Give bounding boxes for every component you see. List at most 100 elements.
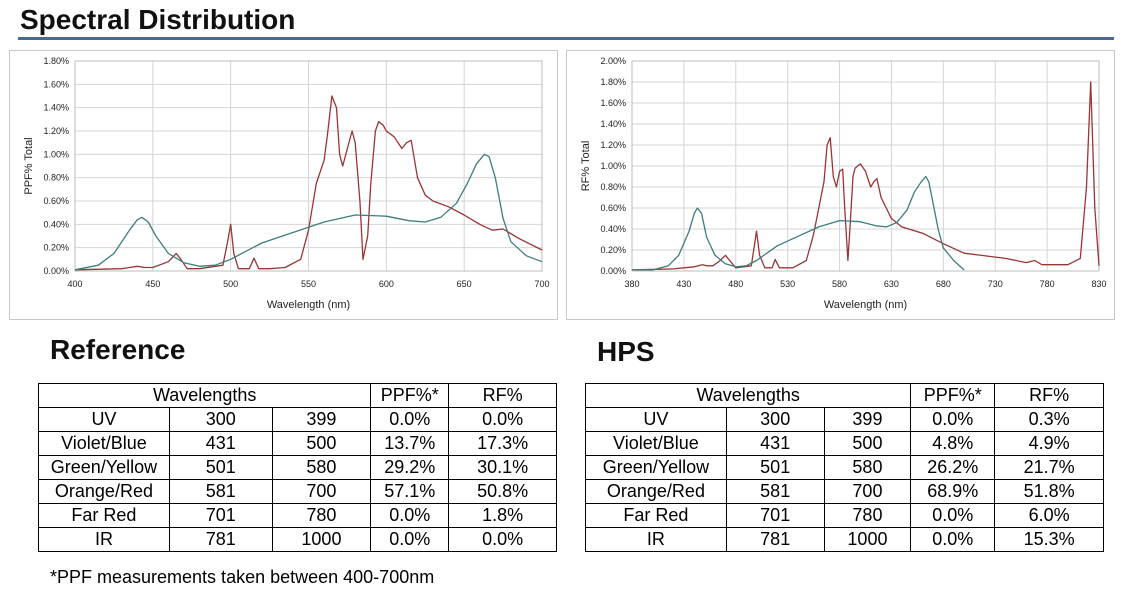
cell-rf: 15.3% [994,527,1104,552]
series-line-reference [74,153,543,271]
y-tick-label: 0.20% [600,245,626,255]
cell-start: 431 [725,431,825,456]
table-row: UV 300 399 0.0% 0.3% [585,407,1104,432]
y-tick-label: 1.20% [43,126,69,136]
footnote: *PPF measurements taken between 400-700n… [50,567,435,587]
y-tick-label: 1.60% [600,98,626,108]
rf-chart-panel: 0.00% 0.20% 0.40% 0.60% 0.80% 1.00% 1.20% 1.40%… [566,50,1115,320]
plot-area-frame [74,60,543,272]
cell-band: UV [38,407,170,432]
x-tick-label: 650 [457,279,472,289]
cell-start: 581 [725,479,825,504]
y-tick-label: 1.80% [600,77,626,87]
x-tick-label: 380 [624,279,639,289]
x-tick-label: 430 [676,279,691,289]
x-tick-label: 500 [223,279,238,289]
page-title: Spectral Distribution [20,4,296,35]
plot-area-frame [631,60,1100,272]
y-tick-label: 1.40% [600,119,626,129]
cell-ppf: 0.0% [910,503,996,528]
cell-band: Orange/Red [585,479,727,504]
cell-band: Violet/Blue [585,431,727,456]
cell-rf: 50.8% [448,479,557,504]
table-row: Orange/Red 581 700 68.9% 51.8% [585,479,1104,504]
table-row: IR 781 1000 0.0% 0.0% [38,527,557,552]
cell-end: 780 [823,503,912,528]
x-tick-label: 480 [728,279,743,289]
reference-table: Wavelengths PPF%* RF% UV 300 399 0.0% 0.0% Vi… [37,383,557,552]
y-tick-label: 2.00% [600,56,626,66]
header-rf: RF% [994,383,1104,408]
x-tick-label: 580 [832,279,847,289]
table-row: Violet/Blue 431 500 13.7% 17.3% [38,431,557,456]
y-tick-label: 0.40% [600,224,626,234]
table-header-row: Wavelengths PPF%* RF% [584,383,1104,408]
y-tick-label: 1.20% [600,140,626,150]
y-axis-label: PPF% Total [23,137,35,194]
cell-ppf: 68.9% [910,479,996,504]
cell-rf: 17.3% [448,431,557,456]
hps-heading: HPS [597,336,655,367]
y-tick-label: 1.40% [43,103,69,113]
y-tick-label: 1.00% [43,149,69,159]
cell-end: 500 [823,431,912,456]
cell-rf: 21.7% [994,455,1104,480]
y-axis-label: RF% Total [580,141,592,192]
table-row: Far Red 701 780 0.0% 1.8% [38,503,557,528]
cell-band: Green/Yellow [38,455,170,480]
cell-rf: 1.8% [448,503,557,528]
x-tick-label: 630 [884,279,899,289]
cell-rf: 30.1% [448,455,557,480]
cell-ppf: 26.2% [910,455,996,480]
x-tick-label: 830 [1091,279,1106,289]
table-row: Far Red 701 780 0.0% 6.0% [585,503,1104,528]
header-wavelengths: Wavelengths [584,383,912,408]
cell-ppf: 4.8% [910,431,996,456]
cell-ppf: 0.0% [910,407,996,432]
y-tick-label: 0.00% [43,266,69,276]
cell-rf: 0.3% [994,407,1104,432]
cell-end: 700 [823,479,912,504]
x-tick-label: 550 [301,279,316,289]
y-tick-label: 1.80% [43,56,69,66]
cell-start: 581 [168,479,273,504]
cell-ppf: 57.1% [370,479,450,504]
cell-start: 300 [725,407,825,432]
table-row: IR 781 1000 0.0% 15.3% [585,527,1104,552]
cell-rf: 51.8% [994,479,1104,504]
y-tick-label: 0.20% [43,243,69,253]
cell-ppf: 0.0% [370,503,450,528]
cell-end: 580 [823,455,912,480]
x-tick-label: 400 [67,279,82,289]
y-tick-label: 0.60% [600,203,626,213]
y-tick-label: 0.60% [43,196,69,206]
x-tick-label: 700 [534,279,549,289]
y-tick-label: 0.80% [43,173,69,183]
ppf-spectrum-chart: 0.00% 0.20% 0.40% 0.60% 0.80% 1.00% 1.20% 1.40%… [23,56,550,311]
cell-ppf: 0.0% [370,407,450,432]
cell-start: 300 [168,407,273,432]
cell-start: 501 [725,455,825,480]
x-tick-label: 450 [145,279,160,289]
y-tick-label: 1.60% [43,79,69,89]
cell-band: Orange/Red [38,479,170,504]
cell-ppf: 0.0% [370,527,450,552]
rf-spectrum-chart: 0.00% 0.20% 0.40% 0.60% 0.80% 1.00% 1.20% 1.40%… [580,56,1107,311]
x-axis-label: Wavelength (nm) [824,299,907,311]
cell-end: 399 [271,407,372,432]
cell-rf: 0.0% [448,527,557,552]
cell-start: 781 [168,527,273,552]
x-tick-label: 730 [988,279,1003,289]
x-tick-label: 600 [379,279,394,289]
hps-table: Wavelengths PPF%* RF% UV 300 399 0.0% 0.3% Vi… [584,383,1104,552]
x-tick-label: 530 [780,279,795,289]
cell-ppf: 0.0% [910,527,996,552]
header-rf: RF% [448,383,557,408]
table-row: Green/Yellow 501 580 29.2% 30.1% [38,455,557,480]
table-row: Orange/Red 581 700 57.1% 50.8% [38,479,557,504]
cell-band: Far Red [38,503,170,528]
y-tick-label: 0.80% [600,182,626,192]
cell-band: UV [585,407,727,432]
cell-band: Violet/Blue [38,431,170,456]
cell-ppf: 13.7% [370,431,450,456]
